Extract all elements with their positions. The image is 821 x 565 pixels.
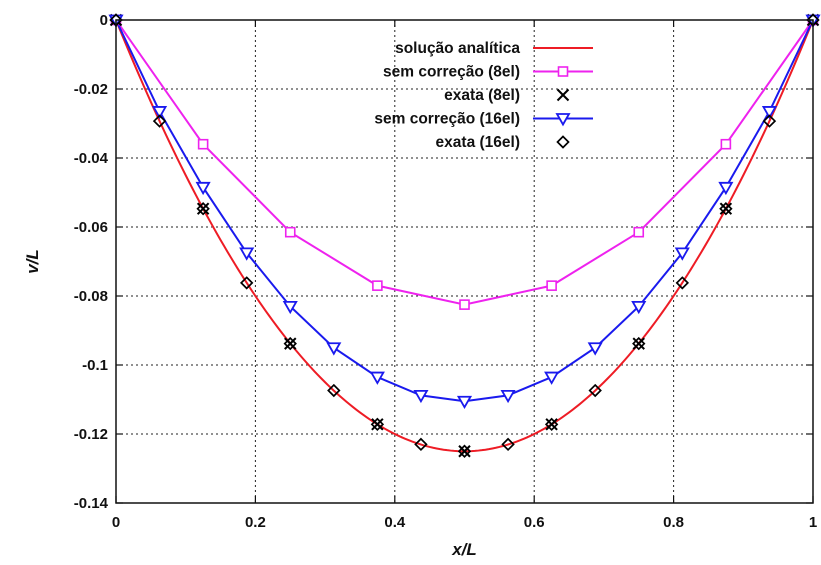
legend-swatch-marker [556, 88, 570, 102]
series-markers-sem-correcao-8el [110, 14, 819, 310]
series-line-solucao-analitica [115, 19, 814, 453]
grid [116, 20, 813, 503]
x-tick-label: 0.6 [524, 514, 545, 531]
data-point-exata-16el [414, 437, 428, 452]
data-point-sem-correcao-16el [761, 106, 777, 120]
y-tick-label: -0.1 [82, 357, 108, 374]
data-point-sem-correcao-8el [459, 299, 470, 310]
legend-item-exata-8el: exata (8el) [444, 87, 570, 104]
y-axis-label: v/L [23, 249, 42, 274]
x-tick-label: 0 [112, 514, 120, 531]
data-point-sem-correcao-16el [413, 389, 429, 404]
data-point-exata-16el [283, 336, 297, 351]
x-tick-label: 0.8 [663, 514, 684, 531]
data-point-exata-8el [196, 202, 210, 215]
data-point-sem-correcao-16el [369, 371, 385, 385]
legend-label: solução analítica [395, 40, 520, 57]
data-point-sem-correcao-16el [500, 389, 516, 404]
series-solucao-analitica [115, 19, 814, 453]
series-layer [108, 13, 821, 458]
data-point-sem-correcao-16el [718, 181, 734, 196]
x-axis-label: x/L [451, 540, 477, 559]
data-point-sem-correcao-8el [284, 226, 296, 238]
data-point-exata-16el [152, 114, 167, 128]
data-point-exata-16el [370, 417, 385, 432]
data-point-exata-16el [457, 444, 472, 458]
data-point-exata-8el [545, 418, 558, 431]
data-point-sem-correcao-16el [674, 247, 690, 261]
data-point-exata-8el [371, 418, 384, 431]
legend-item-exata-16el: exata (16el) [436, 134, 570, 151]
data-point-sem-correcao-16el [456, 395, 473, 410]
legend-item-sem-correcao-16el: sem correção (16el) [374, 111, 593, 128]
data-point-sem-correcao-16el [239, 247, 255, 261]
data-point-exata-16el [675, 276, 690, 290]
data-point-exata-8el [632, 337, 645, 350]
x-tick-label: 0.4 [384, 514, 406, 531]
legend-label: sem correção (16el) [374, 111, 520, 128]
data-point-exata-8el [284, 337, 297, 350]
data-point-exata-16el [588, 383, 602, 398]
x-tick-label: 0.2 [245, 514, 266, 531]
legend-item-sem-correcao-8el: sem correção (8el) [383, 64, 593, 81]
data-point-sem-correcao-16el [326, 342, 342, 356]
data-point-exata-8el [458, 445, 471, 458]
data-point-exata-8el [719, 202, 733, 215]
data-point-sem-correcao-16el [587, 342, 603, 356]
y-tick-label: -0.12 [74, 426, 108, 443]
data-point-sem-correcao-16el [544, 371, 560, 385]
data-point-exata-16el [544, 417, 559, 432]
legend-swatch-marker [556, 135, 570, 149]
x-tick-label: 1 [809, 514, 817, 531]
data-point-exata-16el [762, 114, 777, 128]
data-point-exata-16el [719, 202, 733, 216]
data-point-exata-16el [327, 383, 341, 398]
series-markers-exata-8el [109, 13, 820, 458]
y-tick-label: -0.06 [74, 219, 108, 236]
data-point-sem-correcao-8el [720, 138, 732, 150]
legend-swatch-marker [555, 113, 571, 127]
data-point-exata-16el [196, 202, 210, 216]
data-point-sem-correcao-16el [282, 300, 298, 315]
y-tick-label: -0.04 [74, 150, 109, 167]
plot-frame [115, 19, 814, 504]
data-point-sem-correcao-16el [631, 300, 647, 315]
legend-label: exata (16el) [436, 134, 520, 151]
legend-label: exata (8el) [444, 87, 520, 104]
data-point-sem-correcao-8el [546, 280, 557, 291]
y-tick-label: -0.02 [74, 81, 108, 98]
data-point-sem-correcao-8el [633, 226, 645, 238]
data-point-exata-16el [501, 437, 515, 452]
data-point-sem-correcao-16el [152, 106, 168, 120]
y-tick-label: -0.14 [74, 495, 109, 512]
legend-item-solucao-analitica: solução analítica [395, 40, 593, 57]
legend-label: sem correção (8el) [383, 64, 520, 81]
data-point-sem-correcao-8el [197, 138, 209, 150]
data-point-sem-correcao-8el [372, 280, 383, 291]
series-markers-exata-16el [109, 13, 820, 458]
y-tick-label: 0 [100, 12, 108, 29]
data-point-exata-16el [239, 276, 254, 290]
data-point-sem-correcao-16el [195, 181, 211, 196]
axis-ticks: 0 0.2 0.4 0.6 0.8 1 0 -0.02 -0.04 -0.06 -0.08 -0.1 -… [74, 12, 817, 531]
legend-swatch-marker [557, 66, 569, 77]
data-point-exata-16el [632, 336, 646, 351]
y-tick-label: -0.08 [74, 288, 108, 305]
legend: solução analítica sem correção (8el) exata… [374, 40, 593, 151]
